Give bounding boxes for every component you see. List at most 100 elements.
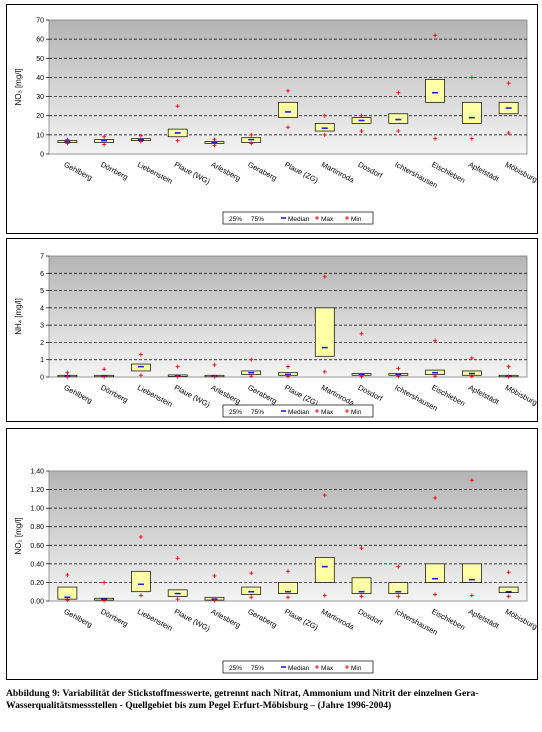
- ammonium-category-label: Möbisburg: [504, 383, 537, 407]
- nitrite-box-10: [388, 582, 409, 594]
- nitrate-category-label: Geraberg: [246, 160, 278, 183]
- nitrate-y-tick-label: 20: [36, 113, 44, 120]
- nitrite-category-label: Dörrberg: [99, 607, 129, 629]
- nitrate-box-8: [314, 123, 335, 132]
- nitrite-category-label: Arlesberg: [210, 607, 243, 630]
- nitrite-box-8: [314, 557, 335, 583]
- nitrite-y-tick-label: 0.20: [30, 580, 44, 587]
- nitrate-y-tick-label: 40: [36, 75, 44, 82]
- nitrite-category-label: Plaue (WG): [173, 607, 212, 634]
- nitrate-category-label: Arlesberg: [210, 160, 243, 183]
- nitrate-y-tick-label: 0: [40, 152, 44, 159]
- nitrate-y-axis-label: NO₃ [mg/l]: [14, 68, 23, 105]
- nitrite-box-6: [241, 586, 262, 595]
- nitrate-legend: [222, 211, 374, 225]
- nitrate-category-label: Gehlberg: [62, 160, 93, 182]
- ammonium-box-8: [314, 307, 335, 357]
- nitrate-box-11: [425, 78, 445, 103]
- ammonium-y-tick-label: 0: [40, 375, 44, 382]
- ammonium-plot-area: [48, 255, 528, 378]
- ammonium-y-tick-label: 5: [40, 288, 44, 295]
- ammonium-legend-entry: 75%: [251, 409, 264, 416]
- nitrite-box-13: [498, 586, 519, 593]
- ammonium-legend-entry: Max: [321, 409, 334, 416]
- nitrite-y-tick-label: 1.20: [30, 487, 44, 494]
- nitrate-box-10: [388, 113, 409, 124]
- nitrate-category-label: Dörrberg: [99, 160, 129, 182]
- nitrate-legend-entry: 75%: [251, 216, 264, 223]
- nitrate-category-label: Plaue (ZG): [283, 160, 320, 185]
- ammonium-legend-entry: 25%: [229, 409, 242, 416]
- nitrite-category-label: Geraberg: [246, 607, 278, 630]
- nitrite-legend-entry: Max: [321, 665, 334, 672]
- nitrite-category-label: Martinroda: [320, 607, 357, 632]
- ammonium-legend-entry: Min: [351, 409, 362, 416]
- nitrate-legend-entry: Min: [351, 216, 362, 223]
- ammonium-category-label: Dörrberg: [99, 383, 129, 405]
- nitrate-y-tick-label: 30: [36, 94, 44, 101]
- ammonium-y-tick-label: 1: [40, 357, 44, 364]
- nitrite-y-tick-label: 0.40: [30, 561, 44, 568]
- nitrate-box-7: [278, 101, 298, 118]
- ammonium-y-tick-label: 2: [40, 340, 44, 347]
- ammonium-y-tick-label: 7: [40, 254, 44, 261]
- nitrite-box-11: [425, 563, 445, 583]
- nitrite-legend: [222, 660, 374, 674]
- nitrite-y-tick-label: 0.60: [30, 543, 44, 550]
- ammonium-category-label: Liebenstein: [136, 383, 174, 409]
- nitrite-legend-entry: 25%: [229, 665, 242, 672]
- ammonium-category-label: Dosdorf: [357, 383, 385, 404]
- nitrite-y-tick-label: 1.00: [30, 506, 44, 513]
- nitrate-category-label: Dosdorf: [357, 160, 385, 181]
- ammonium-y-tick-label: 4: [40, 305, 44, 312]
- ammonium-category-label: Plaue (ZG): [283, 383, 320, 408]
- figure-caption: Abbildung 9: Variabilität der Stickstoff…: [6, 688, 479, 711]
- nitrite-legend-entry: Min: [351, 665, 362, 672]
- nitrate-category-label: Martinroda: [320, 160, 357, 185]
- nitrite-category-label: Apfelstädt: [467, 607, 501, 631]
- nitrate-category-label: Möbisburg: [504, 160, 537, 184]
- nitrite-box-7: [278, 582, 298, 594]
- ammonium-category-label: Gehlberg: [62, 383, 93, 405]
- nitrite-chart: 0.00 0.20 0.40 0.60 0.80 1.00 1.20 1.40 NO₂ [mg/…: [14, 469, 537, 674]
- ammonium-legend-entry: Median: [288, 409, 310, 416]
- nitrite-y-tick-label: 1.40: [30, 469, 44, 476]
- nitrate-plot-area: [48, 19, 528, 155]
- nitrate-category-label: Liebenstein: [136, 160, 174, 186]
- nitrite-box-12: [461, 563, 482, 583]
- nitrate-legend-entry: Median: [288, 216, 310, 223]
- nitrate-category-label: Plaue (WG): [173, 160, 212, 187]
- nitrite-category-label: Liebenstein: [136, 607, 174, 633]
- nitrate-box-12: [461, 101, 482, 124]
- nitrate-legend-entry: 25%: [229, 216, 242, 223]
- nitrate-y-tick-label: 70: [36, 18, 44, 25]
- nitrate-y-tick-label: 10: [36, 132, 44, 139]
- nitrate-legend-entry: Max: [321, 216, 334, 223]
- nitrite-box-9: [351, 577, 372, 594]
- ammonium-category-label: Apfelstädt: [467, 383, 501, 407]
- nitrate-y-tick-label: 60: [36, 37, 44, 44]
- nitrate-chart-panel: 0 10 20 30 40 50 60 70 NO₃ [mg/l] Gehlberg Dörrber…: [6, 4, 538, 234]
- ammonium-y-axis-label: NH₄ [mg/l]: [14, 298, 23, 335]
- nitrite-plot-area: [48, 470, 528, 602]
- nitrite-category-label: Gehlberg: [62, 607, 93, 629]
- ammonium-category-label: Arlesberg: [210, 383, 243, 406]
- ammonium-legend: [222, 404, 374, 418]
- nitrate-chart: 0 10 20 30 40 50 60 70 NO₃ [mg/l] Gehlberg Dörrber…: [14, 18, 537, 225]
- nitrate-y-tick-label: 50: [36, 56, 44, 63]
- ammonium-category-label: Geraberg: [246, 383, 278, 406]
- nitrite-chart-panel: 0.00 0.20 0.40 0.60 0.80 1.00 1.20 1.40 NO₂ [mg/…: [6, 428, 538, 680]
- nitrite-y-axis-label: NO₂ [mg/l]: [14, 518, 23, 555]
- ammonium-box-3: [131, 363, 151, 372]
- nitrite-category-label: Möbisburg: [504, 607, 537, 631]
- nitrite-box-3: [131, 570, 151, 593]
- nitrite-legend-entry: 75%: [251, 665, 264, 672]
- ammonium-category-label: Plaue (WG): [173, 383, 212, 410]
- nitrite-category-label: Plaue (ZG): [283, 607, 320, 632]
- ammonium-y-tick-label: 6: [40, 271, 44, 278]
- nitrite-legend-entry: Median: [288, 665, 310, 672]
- ammonium-category-label: Martinroda: [320, 383, 357, 408]
- nitrite-y-tick-label: 0.00: [30, 599, 44, 606]
- nitrate-category-label: Apfelstädt: [467, 160, 501, 184]
- ammonium-chart-panel: 0 1 2 3 4 5 6 7 NH₄ [mg/l] Gehlberg Dörrberg Lieben…: [6, 238, 538, 422]
